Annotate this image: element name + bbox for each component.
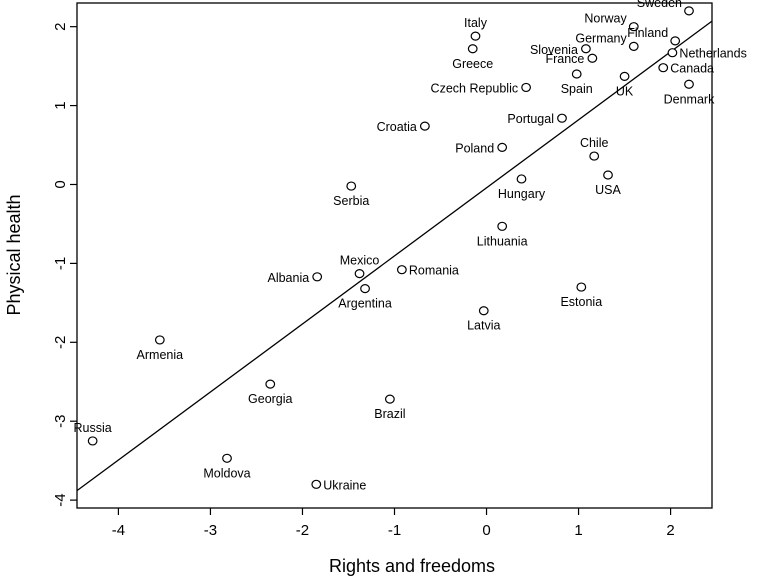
data-point: [470, 31, 481, 41]
data-point: [576, 282, 587, 292]
point-label: Netherlands: [679, 47, 746, 61]
point-label: Portugal: [507, 112, 554, 126]
point-label: Moldova: [203, 466, 250, 480]
x-tick-label: -1: [388, 522, 401, 539]
data-point: [557, 113, 567, 123]
point-label: Norway: [584, 12, 627, 26]
point-label: Mexico: [340, 254, 380, 268]
y-tick-label: -1: [52, 257, 69, 270]
y-tick-label: -2: [52, 336, 69, 349]
data-point: [467, 44, 478, 54]
x-axis-title: Rights and freedoms: [329, 556, 495, 576]
data-point: [684, 6, 694, 16]
data-point: [603, 170, 613, 180]
point-label: Hungary: [498, 187, 546, 201]
point-label: Georgia: [248, 392, 293, 406]
data-point: [581, 44, 591, 54]
point-label: Romania: [409, 264, 459, 278]
data-point: [521, 82, 532, 93]
y-tick-label: 0: [52, 180, 69, 188]
data-point: [619, 71, 630, 81]
point-label: Armenia: [137, 348, 184, 362]
point-label: Latvia: [467, 319, 500, 333]
y-tick-label: 1: [52, 101, 69, 109]
x-tick-label: 1: [574, 522, 582, 539]
point-label: Brazil: [374, 407, 405, 421]
data-point: [360, 284, 370, 294]
data-point: [497, 221, 508, 231]
point-label: USA: [595, 183, 621, 197]
data-point: [346, 181, 357, 191]
y-tick-label: -3: [52, 415, 69, 428]
point-label: Denmark: [664, 92, 715, 106]
point-label: Finland: [627, 26, 668, 40]
point-label: UK: [616, 84, 634, 98]
y-axis-title: Physical health: [4, 194, 24, 315]
y-tick-label: -4: [52, 493, 69, 506]
point-label: Czech Republic: [431, 81, 519, 95]
point-label: Slovenia: [530, 43, 578, 57]
data-point: [222, 453, 232, 463]
data-point: [571, 69, 582, 79]
point-label: Greece: [452, 57, 493, 71]
point-label: Chile: [580, 136, 609, 150]
point-label: Ukraine: [323, 478, 366, 492]
data-point: [497, 142, 508, 152]
point-label: Spain: [561, 82, 593, 96]
regression-line: [76, 20, 713, 492]
data-point: [670, 36, 681, 46]
y-axis-ticks: -4 -3 -2 -1 0 1 2: [52, 23, 77, 507]
data-point: [628, 22, 639, 32]
x-tick-label: -4: [112, 522, 125, 539]
x-tick-label: 2: [666, 522, 674, 539]
point-label: Estonia: [560, 295, 602, 309]
data-point: [478, 306, 489, 316]
point-label: Russia: [74, 421, 112, 435]
data-point: [87, 436, 98, 446]
data-point: [396, 265, 407, 275]
x-tick-label: -3: [204, 522, 217, 539]
x-tick-label: 0: [482, 522, 490, 539]
point-label: Argentina: [338, 297, 392, 311]
data-point: [312, 272, 323, 282]
y-tick-label: 2: [52, 23, 69, 31]
point-label: France: [545, 52, 584, 66]
point-label: Italy: [464, 16, 488, 30]
data-point: [265, 379, 276, 389]
point-label: Albania: [267, 271, 309, 285]
data-point: [154, 335, 165, 345]
data-point: [684, 79, 694, 89]
point-label: Croatia: [377, 120, 417, 134]
point-label: Lithuania: [477, 234, 528, 248]
data-point: [311, 479, 322, 489]
data-point: [667, 48, 678, 58]
x-tick-label: -2: [296, 522, 309, 539]
data-point: [516, 174, 527, 184]
point-label: Poland: [455, 141, 494, 155]
data-point: [589, 151, 600, 161]
point-label: Sweden: [637, 0, 682, 10]
point-label: Canada: [670, 62, 714, 76]
data-point: [587, 53, 598, 63]
data-point: [419, 121, 430, 131]
data-point: [384, 394, 395, 404]
data-point: [628, 41, 639, 51]
data-point: [354, 269, 365, 279]
data-point: [658, 63, 669, 73]
point-label: Serbia: [333, 194, 369, 208]
point-label: Germany: [575, 31, 627, 45]
x-axis-ticks: -4 -3 -2 -1 0 1 2: [112, 508, 675, 539]
